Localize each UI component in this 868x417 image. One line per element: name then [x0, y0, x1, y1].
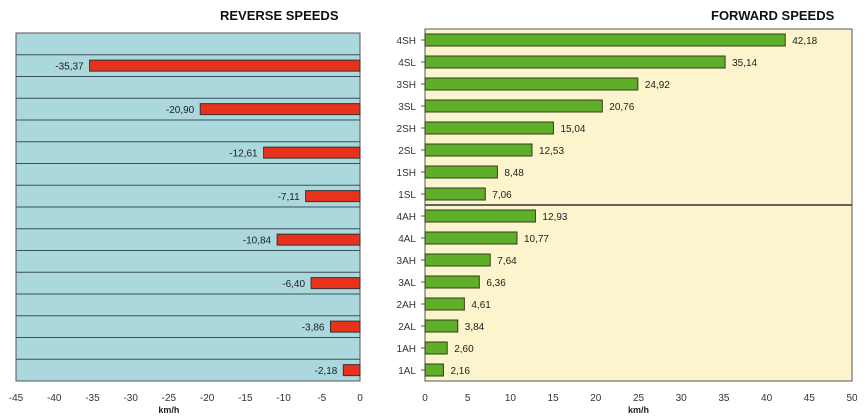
forward-bar — [424, 275, 480, 289]
forward-category-label: 3AH — [397, 256, 416, 267]
forward-value-label: 8,48 — [504, 168, 524, 179]
forward-bar — [424, 363, 444, 377]
reverse-bar — [342, 364, 361, 377]
forward-bar — [424, 319, 459, 333]
reverse-x-tick-label: -10 — [276, 393, 291, 404]
reverse-x-tick-label: 0 — [357, 393, 363, 404]
reverse-x-axis-label: km/h — [158, 405, 179, 415]
forward-value-label: 7,06 — [492, 190, 512, 201]
forward-chart-title: FORWARD SPEEDS — [711, 8, 835, 23]
forward-bar — [424, 341, 448, 355]
forward-x-tick-label: 5 — [465, 393, 471, 404]
forward-x-tick-label: 0 — [422, 393, 428, 404]
forward-category-label: 2SH — [397, 124, 416, 135]
reverse-value-label: -12,61 — [229, 149, 258, 160]
forward-value-label: 10,77 — [524, 234, 549, 245]
forward-category-label: 4SH — [397, 36, 416, 47]
forward-bar — [424, 55, 726, 69]
reverse-bar — [263, 146, 361, 159]
reverse-x-tick-label: -25 — [162, 393, 177, 404]
reverse-value-label: -20,90 — [166, 105, 195, 116]
forward-x-tick-label: 50 — [846, 393, 858, 404]
forward-x-tick-label: 15 — [548, 393, 560, 404]
reverse-bar — [310, 277, 361, 290]
reverse-value-label: -6,40 — [282, 279, 305, 290]
forward-category-label: 2AH — [397, 300, 416, 311]
reverse-x-tick-label: -15 — [238, 393, 253, 404]
forward-x-tick-label: 25 — [633, 393, 645, 404]
forward-x-tick-label: 20 — [590, 393, 602, 404]
forward-category-label: 4AL — [398, 234, 416, 245]
reverse-value-label: -2,18 — [315, 366, 338, 377]
forward-category-label: 3SH — [397, 80, 416, 91]
reverse-value-label: -7,11 — [278, 192, 300, 203]
forward-category-label: 4AH — [397, 212, 416, 223]
reverse-bar — [89, 59, 361, 72]
forward-category-label: 2AL — [398, 322, 416, 333]
forward-value-label: 24,92 — [645, 80, 670, 91]
forward-x-tick-label: 30 — [676, 393, 688, 404]
forward-category-label: 3SL — [398, 102, 416, 113]
forward-category-label: 1AL — [398, 366, 416, 377]
forward-category-label: 4SL — [398, 58, 416, 69]
forward-bar — [424, 253, 491, 267]
forward-bar — [424, 187, 486, 201]
forward-value-label: 20,76 — [609, 102, 634, 113]
forward-bar — [424, 231, 518, 245]
forward-category-label: 1SL — [398, 190, 416, 201]
forward-bar — [424, 209, 536, 223]
forward-x-axis-label: km/h — [628, 405, 649, 415]
reverse-value-label: -10,84 — [243, 236, 272, 247]
reverse-bar — [329, 320, 361, 333]
forward-x-tick-label: 40 — [761, 393, 773, 404]
forward-value-label: 2,60 — [454, 344, 474, 355]
forward-bar — [424, 297, 465, 311]
forward-value-label: 6,36 — [486, 278, 506, 289]
reverse-x-tick-label: -45 — [9, 393, 24, 404]
reverse-bar — [199, 103, 361, 116]
reverse-value-label: -35,37 — [55, 62, 84, 73]
forward-x-tick-label: 45 — [804, 393, 816, 404]
forward-value-label: 35,14 — [732, 58, 757, 69]
forward-bar — [424, 99, 603, 113]
forward-x-tick-label: 35 — [718, 393, 730, 404]
forward-value-label: 12,93 — [542, 212, 567, 223]
reverse-chart-title: REVERSE SPEEDS — [220, 8, 339, 23]
forward-value-label: 7,64 — [497, 256, 517, 267]
reverse-x-tick-label: -5 — [317, 393, 326, 404]
forward-category-label: 2SL — [398, 146, 416, 157]
forward-bar — [424, 33, 786, 47]
reverse-value-label: -3,86 — [302, 323, 325, 334]
forward-value-label: 4,61 — [471, 300, 491, 311]
forward-category-label: 3AL — [398, 278, 416, 289]
forward-value-label: 3,84 — [465, 322, 485, 333]
forward-bar — [424, 77, 639, 91]
reverse-x-tick-label: -35 — [85, 393, 100, 404]
forward-bar — [424, 143, 533, 157]
reverse-x-tick-label: -20 — [200, 393, 215, 404]
forward-value-label: 42,18 — [792, 36, 817, 47]
forward-value-label: 15,04 — [560, 124, 585, 135]
reverse-bar — [305, 190, 361, 203]
reverse-bar — [276, 233, 361, 246]
forward-category-label: 1SH — [397, 168, 416, 179]
forward-category-label: 1AH — [397, 344, 416, 355]
forward-value-label: 12,53 — [539, 146, 564, 157]
forward-x-tick-label: 10 — [505, 393, 517, 404]
forward-bar — [424, 165, 498, 179]
reverse-x-tick-label: -40 — [47, 393, 62, 404]
forward-bar — [424, 121, 554, 135]
forward-value-label: 2,16 — [450, 366, 470, 377]
reverse-x-tick-label: -30 — [123, 393, 138, 404]
